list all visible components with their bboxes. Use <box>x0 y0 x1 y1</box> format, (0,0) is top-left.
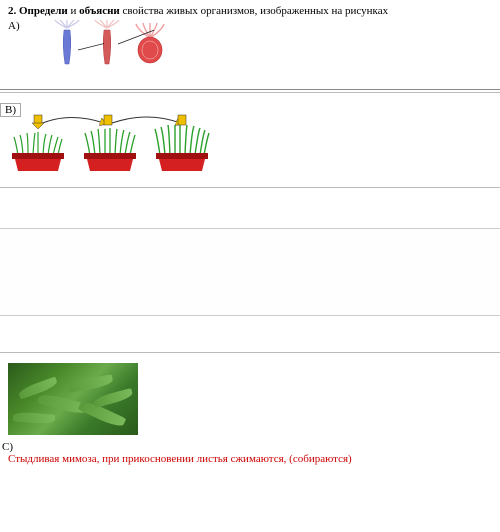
label-c: C) <box>0 441 13 453</box>
connector-line-1-icon <box>74 20 104 68</box>
empty-answer-block <box>0 228 500 316</box>
q-rest: свойства живых организмов, изображенных … <box>120 5 388 17</box>
q-prefix: Определи <box>19 5 68 17</box>
section-c: C) Стыдливая мимоза, при прикосновении л… <box>0 352 500 465</box>
q-conj: и <box>68 5 79 17</box>
connector-line-2-icon <box>114 20 154 68</box>
plant-pot-3-icon <box>152 123 212 173</box>
question-header: 2. Определи и объясни свойства живых орг… <box>0 0 500 20</box>
divider-2 <box>0 187 500 188</box>
q-verb: объясни <box>79 5 120 17</box>
q-number: 2. <box>8 5 16 17</box>
section-b: B) <box>0 101 500 177</box>
growth-arrows-icon <box>8 109 228 129</box>
mimosa-photo <box>8 363 138 435</box>
mimosa-caption: Стыдливая мимоза, при прикосновении лист… <box>0 453 500 465</box>
plant-pot-1-icon <box>8 123 68 173</box>
label-a: A) <box>8 20 20 32</box>
section-a: A) <box>0 20 500 75</box>
divider-1 <box>0 89 500 90</box>
divider-1b <box>0 92 500 93</box>
figure-b <box>8 123 500 173</box>
plant-pot-2-icon <box>80 123 140 173</box>
figure-a <box>52 20 168 68</box>
